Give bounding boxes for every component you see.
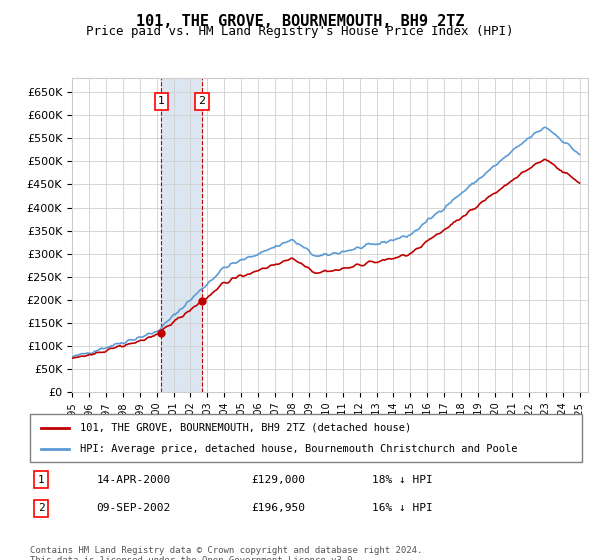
- Text: 101, THE GROVE, BOURNEMOUTH, BH9 2TZ: 101, THE GROVE, BOURNEMOUTH, BH9 2TZ: [136, 14, 464, 29]
- Text: Contains HM Land Registry data © Crown copyright and database right 2024.
This d: Contains HM Land Registry data © Crown c…: [30, 546, 422, 560]
- Text: 09-SEP-2002: 09-SEP-2002: [96, 503, 170, 514]
- Text: £129,000: £129,000: [251, 474, 305, 484]
- Text: HPI: Average price, detached house, Bournemouth Christchurch and Poole: HPI: Average price, detached house, Bour…: [80, 444, 517, 454]
- Text: 18% ↓ HPI: 18% ↓ HPI: [372, 474, 433, 484]
- Text: 101, THE GROVE, BOURNEMOUTH, BH9 2TZ (detached house): 101, THE GROVE, BOURNEMOUTH, BH9 2TZ (de…: [80, 423, 411, 433]
- Text: 1: 1: [38, 474, 44, 484]
- FancyBboxPatch shape: [30, 414, 582, 462]
- Text: Price paid vs. HM Land Registry's House Price Index (HPI): Price paid vs. HM Land Registry's House …: [86, 25, 514, 38]
- Text: 14-APR-2000: 14-APR-2000: [96, 474, 170, 484]
- Text: 16% ↓ HPI: 16% ↓ HPI: [372, 503, 433, 514]
- Text: £196,950: £196,950: [251, 503, 305, 514]
- Text: 2: 2: [199, 96, 206, 106]
- Bar: [161, 78, 202, 392]
- Text: 1: 1: [158, 96, 165, 106]
- Text: 2: 2: [38, 503, 44, 514]
